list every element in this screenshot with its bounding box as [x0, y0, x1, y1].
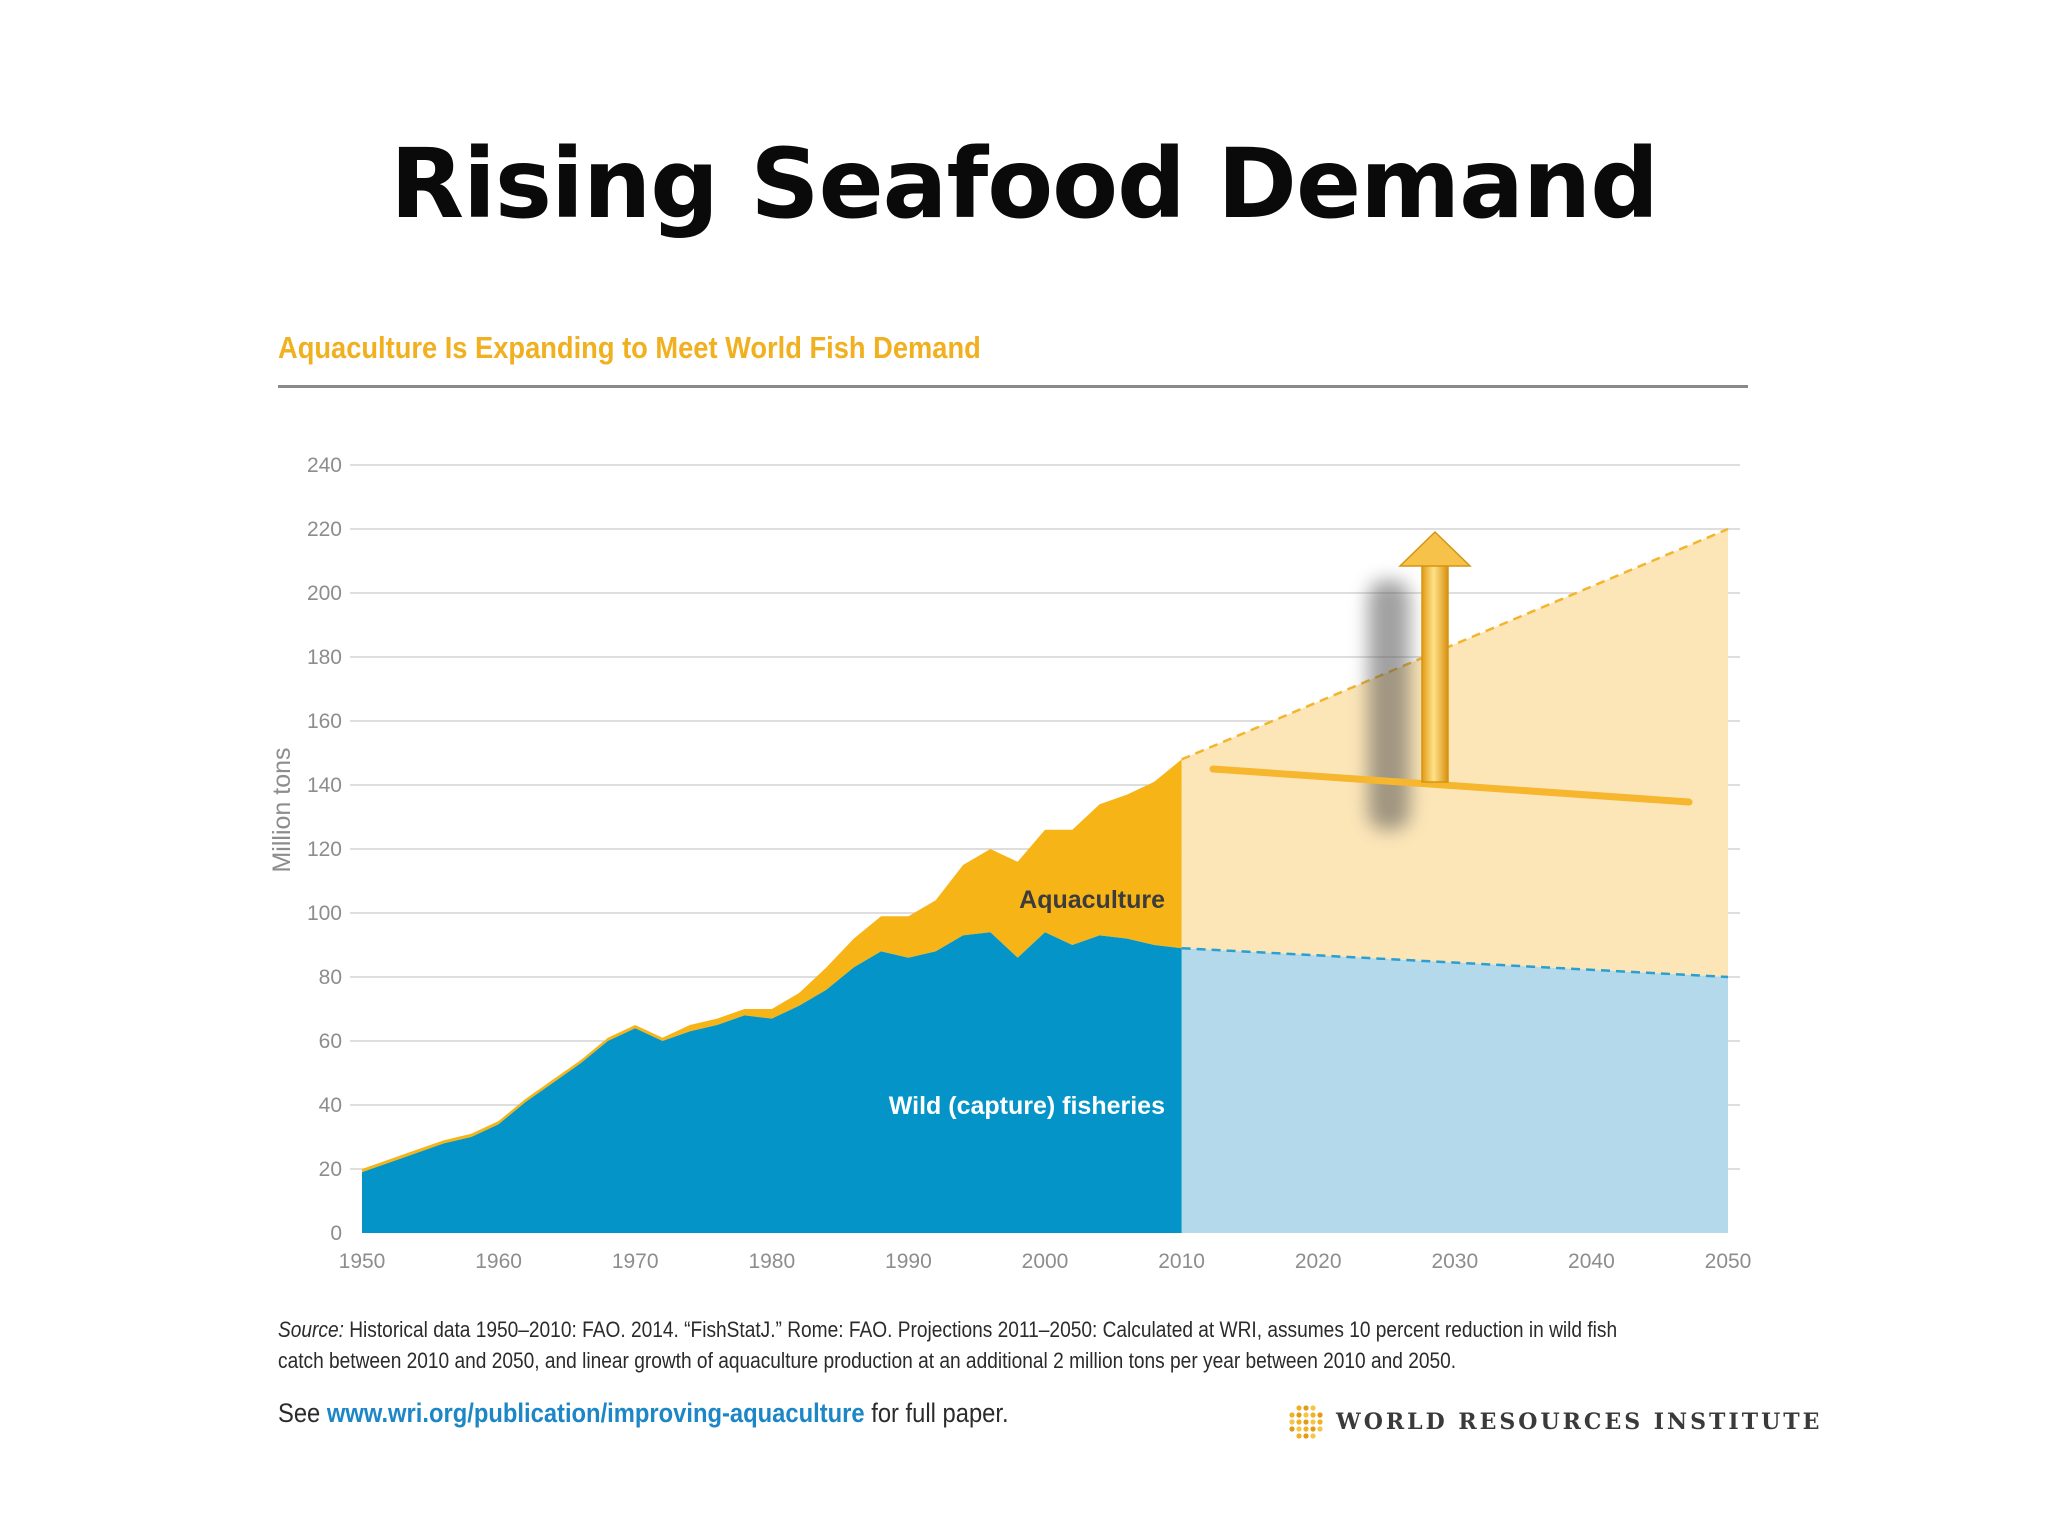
logo-dot [1296, 1405, 1302, 1411]
logo-dot [1310, 1405, 1316, 1411]
logo-dot [1296, 1433, 1302, 1439]
y-tick-label: 220 [307, 518, 342, 541]
x-tick-label: 2010 [1158, 1250, 1205, 1273]
y-tick-label: 160 [307, 710, 342, 733]
up-arrow-icon [1398, 530, 1472, 567]
source-label: Source: [278, 1317, 344, 1342]
chart-title: Aquaculture Is Expanding to Meet World F… [278, 330, 981, 365]
logo-dot [1296, 1419, 1302, 1425]
logo-dot [1310, 1419, 1316, 1425]
x-tick-label: 2030 [1431, 1250, 1478, 1273]
y-tick-label: 80 [319, 966, 342, 989]
logo-dot [1303, 1426, 1309, 1432]
x-tick-label: 2040 [1568, 1250, 1615, 1273]
aquaculture-label: Aquaculture [1019, 886, 1165, 914]
y-axis-label: Million tons [268, 747, 296, 872]
source-note: Source: Historical data 1950–2010: FAO. … [278, 1314, 1621, 1376]
see-after-text: for full paper. [871, 1398, 1009, 1428]
title-divider [278, 385, 1748, 388]
projected-total-dashed-line [1181, 527, 1729, 761]
source-text: Historical data 1950–2010: FAO. 2014. “F… [278, 1317, 1618, 1373]
y-tick-label: 100 [307, 902, 342, 925]
see-line: See www.wri.org/publication/improving-aq… [278, 1398, 1009, 1429]
y-tick-label: 20 [319, 1158, 342, 1181]
y-tick-label: 240 [307, 454, 342, 477]
y-tick-label: 180 [307, 646, 342, 669]
x-tick-label: 2020 [1295, 1250, 1342, 1273]
arrow-shadow [1368, 580, 1410, 830]
slide-title: Rising Seafood Demand [390, 128, 1659, 240]
x-tick-label: 2000 [1022, 1250, 1069, 1273]
logo-dot [1296, 1412, 1302, 1418]
y-tick-label: 200 [307, 582, 342, 605]
logo-dot [1296, 1426, 1302, 1432]
x-tick-label: 1990 [885, 1250, 932, 1273]
arrow-shaft [1421, 561, 1449, 783]
x-tick-label: 1950 [339, 1250, 386, 1273]
y-tick-label: 120 [307, 838, 342, 861]
logo-dot [1289, 1412, 1295, 1418]
x-tick-label: 2050 [1705, 1250, 1752, 1273]
logo-dot [1310, 1426, 1316, 1432]
logo-dot [1310, 1412, 1316, 1418]
logo-dot [1303, 1405, 1309, 1411]
aquaculture-area [362, 759, 1182, 1173]
x-tick-label: 1960 [475, 1250, 522, 1273]
logo-dot [1317, 1412, 1323, 1418]
wild-fisheries-area [362, 932, 1182, 1233]
logo-dot [1303, 1419, 1309, 1425]
logo-dot [1289, 1419, 1295, 1425]
paper-link[interactable]: www.wri.org/publication/improving-aquacu… [326, 1398, 865, 1428]
x-tick-label: 1970 [612, 1250, 659, 1273]
y-tick-label: 0 [330, 1222, 342, 1245]
see-text: See [278, 1398, 321, 1428]
logo-dot [1303, 1433, 1309, 1439]
wri-name: WORLD RESOURCES INSTITUTE [1336, 1409, 1823, 1435]
x-tick-label: 1980 [748, 1250, 795, 1273]
logo-dot [1317, 1419, 1323, 1425]
logo-dot [1317, 1426, 1323, 1432]
logo-dot [1303, 1412, 1309, 1418]
projected-wild-dashed-line [1181, 946, 1729, 979]
y-tick-label: 40 [319, 1094, 342, 1117]
wri-brand: WORLD RESOURCES INSTITUTE [1288, 1404, 1822, 1440]
trend-line [1209, 765, 1693, 806]
logo-dot [1310, 1433, 1316, 1439]
wri-logo-icon [1289, 1405, 1323, 1439]
wild-fisheries-label: Wild (capture) fisheries [889, 1092, 1165, 1120]
y-tick-label: 60 [319, 1030, 342, 1053]
y-tick-label: 140 [307, 774, 342, 797]
projected-aquaculture-area [1181, 529, 1728, 977]
projected-wild-area [1181, 948, 1728, 1233]
logo-dot [1289, 1426, 1295, 1432]
